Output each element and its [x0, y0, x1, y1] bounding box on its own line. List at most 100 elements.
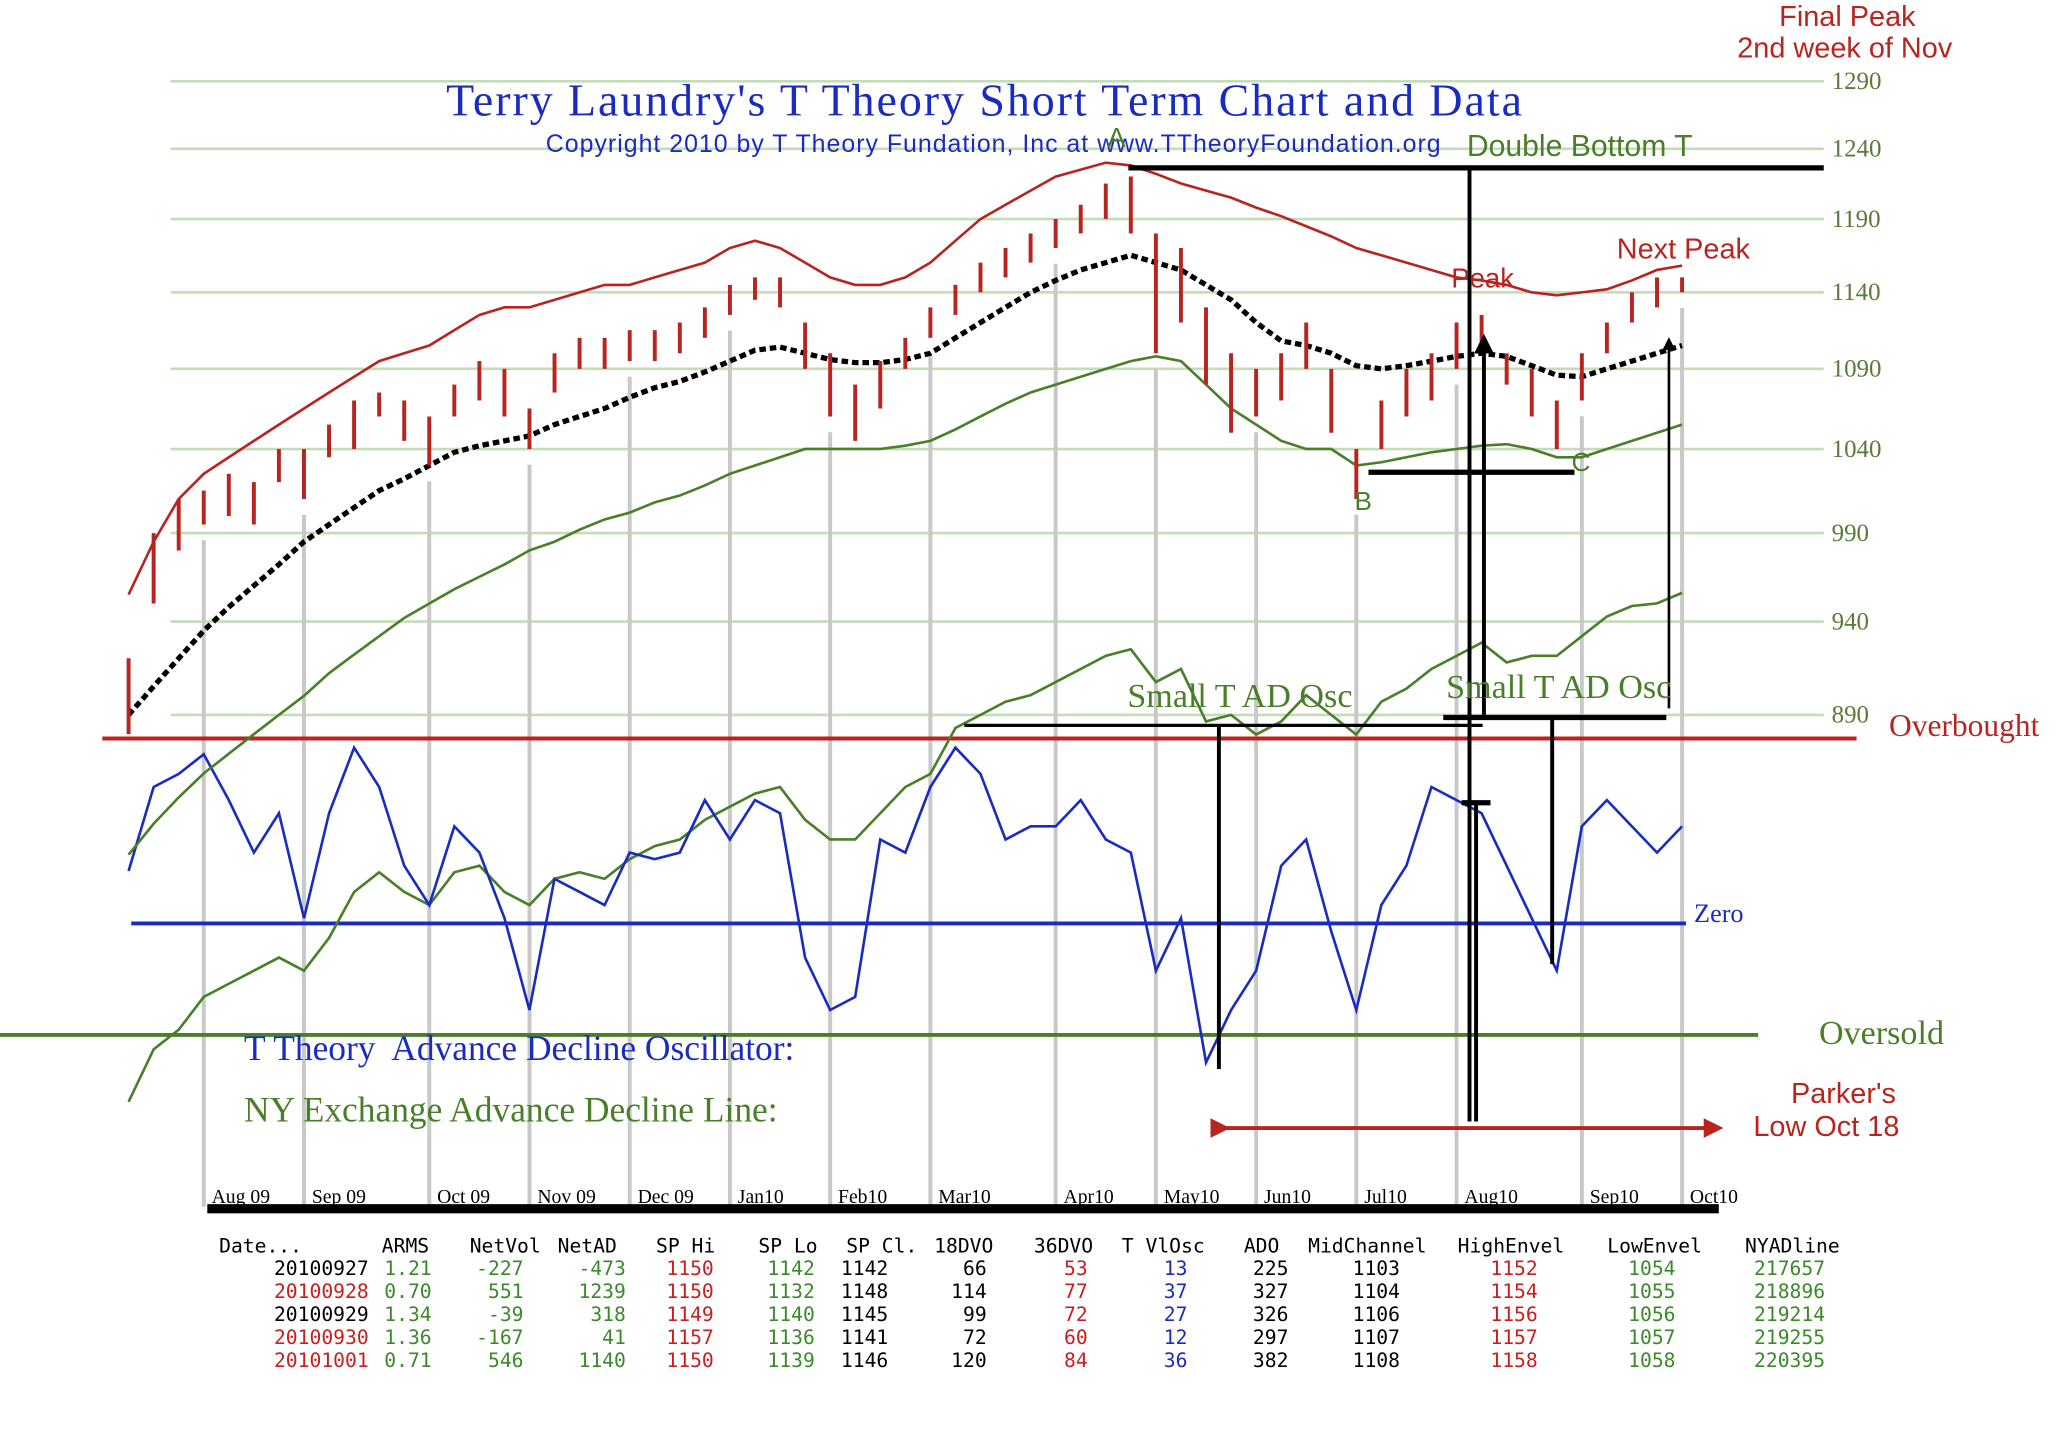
- table-cell: 326: [1253, 1303, 1289, 1326]
- x-tick-label: May10: [1164, 1186, 1220, 1208]
- reference-label: Zero: [1694, 899, 1744, 928]
- table-cell: 0.70: [384, 1280, 431, 1303]
- y-tick-label: 990: [1832, 520, 1869, 547]
- table-header: LowEnvel: [1607, 1235, 1702, 1258]
- table-cell: 84: [1064, 1349, 1088, 1372]
- reference-label: Overbought: [1889, 708, 2040, 743]
- table-cell: 20100928: [274, 1280, 369, 1303]
- table-cell: 1136: [767, 1326, 814, 1349]
- x-tick-label: Jul10: [1364, 1186, 1407, 1208]
- table-header: Date...: [219, 1235, 302, 1258]
- table-cell: 0.71: [384, 1349, 431, 1372]
- table-cell: 219214: [1754, 1303, 1825, 1326]
- table-header: ADO: [1244, 1235, 1280, 1258]
- table-cell: 120: [951, 1349, 987, 1372]
- table-cell: 297: [1253, 1326, 1289, 1349]
- table-cell: 1139: [767, 1349, 814, 1372]
- table-cell: 77: [1064, 1280, 1088, 1303]
- y-tick-label: 1090: [1832, 356, 1882, 383]
- chart-subtitle: Copyright 2010 by T Theory Fundation, In…: [546, 130, 1441, 158]
- x-tick-label: Oct 09: [437, 1186, 490, 1208]
- table-cell: 1104: [1353, 1280, 1400, 1303]
- table-cell: 1141: [841, 1326, 888, 1349]
- annotation: B: [1354, 486, 1372, 516]
- table-cell: 217657: [1754, 1257, 1825, 1280]
- x-tick-label: Nov 09: [537, 1186, 596, 1208]
- table-cell: 37: [1164, 1280, 1188, 1303]
- table-cell: 20100929: [274, 1303, 369, 1326]
- table-cell: 13: [1164, 1257, 1188, 1280]
- table-cell: 220395: [1754, 1349, 1825, 1372]
- annotation: Parker's: [1791, 1078, 1896, 1110]
- table-header: SP Hi: [656, 1235, 715, 1258]
- annotation: 2nd week of Nov: [1737, 33, 1953, 65]
- x-tick-label: Jun10: [1264, 1186, 1311, 1208]
- annotation: Small T AD Osc: [1446, 669, 1671, 706]
- table-cell: 1107: [1353, 1326, 1400, 1349]
- table-header: T VlOsc: [1122, 1235, 1205, 1258]
- table-header: NetAD: [558, 1235, 617, 1258]
- table-cell: 114: [951, 1280, 987, 1303]
- table-cell: 1054: [1628, 1257, 1675, 1280]
- y-tick-label: 1290: [1832, 68, 1882, 95]
- x-tick-label: Mar10: [938, 1186, 991, 1208]
- table-cell: 60: [1064, 1326, 1088, 1349]
- oscillator-label: T Theory Advance Decline Oscillator:: [244, 1028, 794, 1068]
- table-cell: 1.36: [384, 1326, 431, 1349]
- annotation: Final Peak: [1779, 1, 1916, 33]
- annotation: Next Peak: [1617, 233, 1751, 265]
- y-tick-label: 1040: [1832, 436, 1882, 463]
- envelope-line: [127, 355, 1683, 856]
- table-header: 18DVO: [934, 1235, 993, 1258]
- table-header: 36DVO: [1034, 1235, 1093, 1258]
- table-header: NetVol: [470, 1235, 541, 1258]
- x-tick-label: Aug10: [1464, 1186, 1518, 1208]
- table-cell: 1157: [1490, 1326, 1537, 1349]
- table-cell: 327: [1253, 1280, 1289, 1303]
- table-cell: 1239: [579, 1280, 626, 1303]
- table-cell: 1150: [666, 1257, 713, 1280]
- x-axis-bar: [207, 1204, 1719, 1214]
- annotation: Double Bottom T: [1467, 130, 1693, 163]
- table-cell: 551: [488, 1280, 524, 1303]
- x-tick-label: Sep10: [1590, 1186, 1639, 1208]
- x-tick-label: Sep 09: [312, 1186, 366, 1208]
- table-cell: 12: [1164, 1326, 1188, 1349]
- plot: [0, 80, 1857, 1207]
- envelope-line: [126, 252, 1683, 717]
- annotation: Low Oct 18: [1753, 1111, 1899, 1143]
- table-cell: 1156: [1490, 1303, 1537, 1326]
- ad-line-label: NY Exchange Advance Decline Line:: [244, 1090, 778, 1130]
- x-tick-label: Aug 09: [212, 1186, 271, 1208]
- table-cell: 41: [602, 1326, 626, 1349]
- chart-title: Terry Laundry's T Theory Short Term Char…: [446, 74, 1522, 125]
- annotation-lines: [207, 165, 1824, 1214]
- table-cell: 66: [963, 1257, 987, 1280]
- table-cell: 1154: [1490, 1280, 1537, 1303]
- table-cell: 27: [1164, 1303, 1188, 1326]
- table-cell: 1145: [841, 1303, 888, 1326]
- table-cell: -167: [476, 1326, 523, 1349]
- envelope-line: [127, 161, 1683, 596]
- y-tick-label: 1190: [1832, 206, 1881, 233]
- y-tick-label: 890: [1832, 702, 1869, 729]
- table-header: HighEnvel: [1458, 1235, 1565, 1258]
- table-cell: 546: [488, 1349, 524, 1372]
- table-cell: 1150: [666, 1280, 713, 1303]
- table-cell: 20100927: [274, 1257, 369, 1280]
- table-cell: 1108: [1353, 1349, 1400, 1372]
- table-cell: 1142: [767, 1257, 814, 1280]
- table-cell: 20101001: [274, 1349, 369, 1372]
- table-cell: 1158: [1490, 1349, 1537, 1372]
- x-tick-label: Jan10: [738, 1186, 784, 1208]
- table-cell: 1057: [1628, 1326, 1675, 1349]
- ad-line: [127, 591, 1683, 1103]
- table-cell: 20100930: [274, 1326, 369, 1349]
- table-cell: 1106: [1353, 1303, 1400, 1326]
- table-cell: 218896: [1754, 1280, 1825, 1303]
- table-cell: 1.21: [384, 1257, 431, 1280]
- x-tick-label: Dec 09: [638, 1186, 694, 1208]
- table-cell: 1140: [579, 1349, 626, 1372]
